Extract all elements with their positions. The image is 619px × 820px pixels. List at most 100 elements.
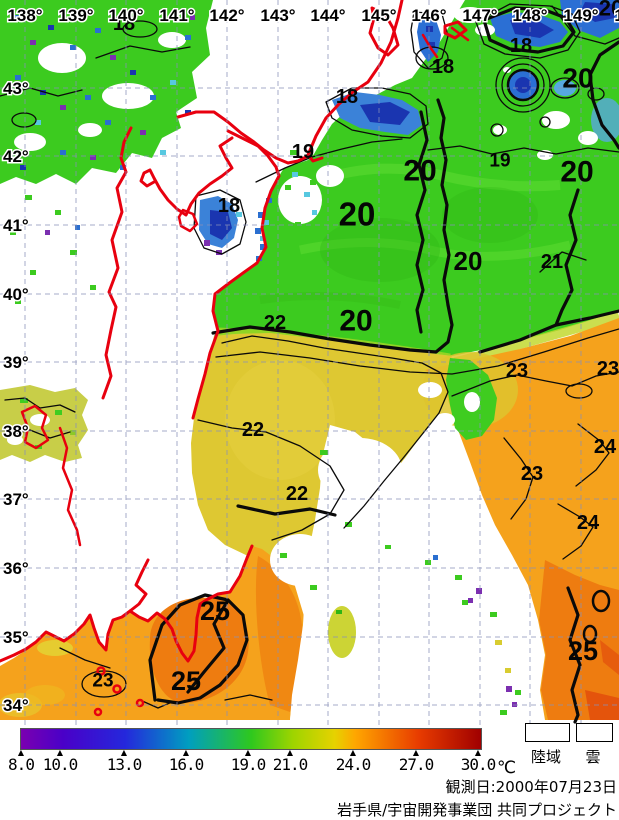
lon-label: 139° (58, 6, 93, 25)
tick-value-label: 8.0 (8, 755, 35, 774)
tick-value-label: 19.0 (230, 755, 267, 774)
colorbar-tick: ▲ 27.0 (398, 748, 435, 774)
temperature-colorbar (20, 728, 482, 750)
colorbar-unit-label: ℃ (497, 758, 517, 778)
lon-label: 138° (7, 6, 42, 25)
contour-label: 20 (339, 305, 372, 338)
lon-label: 150° (614, 6, 619, 25)
lat-label: 40° (3, 285, 29, 304)
lat-label: 36° (3, 559, 29, 578)
colorbar-tick: ▲ 24.0 (335, 748, 372, 774)
sea-color-fields (0, 0, 619, 720)
sst-map: 18 20 18 18 20 18 19 19 20 20 18 20 20 21 22 20 23 23 22 24… (0, 0, 619, 725)
boso-peninsula-coast (128, 544, 254, 663)
lon-label: 141° (159, 6, 194, 25)
contour-label: 24 (577, 512, 600, 534)
tick-value-label: 27.0 (398, 755, 435, 774)
izu-islands (93, 666, 145, 717)
contour-label: 20 (339, 196, 376, 233)
observation-date: 観測日:2000年07月23日 (445, 778, 617, 796)
legend-cloud-box (576, 723, 613, 742)
colorbar-tick: ▲ 13.0 (106, 748, 143, 774)
colorbar-tick: ▲ 30.0 (460, 748, 497, 774)
contour-label: 23 (506, 360, 528, 382)
contour-label: 18 (336, 86, 358, 108)
contour-label: 22 (264, 312, 286, 334)
lat-label: 41° (3, 216, 29, 235)
tick-marker-icon: ▲ (412, 748, 420, 757)
tick-marker-icon: ▲ (244, 748, 252, 757)
honshu-west-coast (101, 126, 133, 400)
legend-land-box (525, 723, 570, 742)
tick-marker-icon: ▲ (120, 748, 128, 757)
speckles (10, 15, 521, 715)
colorbar-tick: ▲ 16.0 (168, 748, 205, 774)
contour-label: 25 (568, 636, 598, 666)
tick-value-label: 16.0 (168, 755, 205, 774)
lon-label: 147° (462, 6, 497, 25)
lat-label: 39° (3, 353, 29, 372)
tick-marker-icon: ▲ (56, 748, 64, 757)
lon-label: 142° (209, 6, 244, 25)
contour-label: 24 (594, 436, 617, 458)
contour-lines (0, 3, 619, 724)
contour-label: 18 (113, 13, 135, 35)
longitude-labels: 138° 139° 140° 141° 142° 143° 144° 145° 146° 147°… (6, 5, 619, 27)
legend-cloud-label: 雲 (585, 748, 601, 766)
lat-label: 38° (3, 422, 29, 441)
hokkaido-south-coast (176, 110, 308, 165)
contour-label: 20 (560, 156, 593, 189)
contour-label: 18 (218, 195, 240, 217)
contour-label: 23 (521, 463, 543, 485)
lon-label: 149° (563, 6, 598, 25)
tick-value-label: 21.0 (272, 755, 309, 774)
lon-label: 143° (260, 6, 295, 25)
tick-marker-icon: ▲ (182, 748, 190, 757)
project-credit: 岩手県/宇宙開発事業団 共同プロジェクト (337, 801, 617, 819)
contour-label: 18 (510, 35, 532, 57)
tick-marker-icon: ▲ (349, 748, 357, 757)
colorbar-ticks: ▲ 8.0 ▲ 10.0 ▲ 13.0 ▲ 16.0 ▲ 19.0 ▲ 21.0 ▲ 24.0 ▲ 27.0 ▲… (8, 748, 496, 779)
lon-label: 145° (361, 6, 396, 25)
lat-label: 43° (3, 79, 29, 98)
contour-label: 25 (171, 666, 201, 696)
lon-label: 148° (512, 6, 547, 25)
contour-label: 18 (432, 56, 454, 78)
contour-label: 19 (489, 151, 510, 172)
contour-label: 21 (541, 251, 563, 273)
tick-value-label: 24.0 (335, 755, 372, 774)
lat-label: 42° (3, 147, 29, 166)
legend-land-label: 陸域 (530, 748, 562, 766)
honshu-east-coast (191, 129, 281, 420)
contour-labels: 18 20 18 18 20 18 19 19 20 20 18 20 20 21 22 20 23 23 22 24… (92, 0, 619, 696)
contour-label: 23 (597, 358, 619, 380)
lon-label: 144° (310, 6, 345, 25)
contour-label: 20 (562, 63, 593, 94)
lon-label: 146° (411, 6, 446, 25)
colorbar-tick: ▲ 21.0 (272, 748, 309, 774)
tick-marker-icon: ▲ (474, 748, 482, 757)
tick-marker-icon: ▲ (17, 748, 25, 757)
tick-value-label: 13.0 (106, 755, 143, 774)
map-footer: ▲ 8.0 ▲ 10.0 ▲ 13.0 ▲ 16.0 ▲ 19.0 ▲ 21.0 ▲ 24.0 ▲ 27.0 ▲… (0, 723, 619, 820)
contour-label: 25 (200, 596, 230, 626)
tick-value-label: 30.0 (460, 755, 497, 774)
contour-label: 19 (292, 141, 314, 163)
tick-value-label: 10.0 (42, 755, 79, 774)
colorbar-tick: ▲ 8.0 (8, 748, 35, 774)
tick-marker-icon: ▲ (286, 748, 294, 757)
lat-label: 34° (3, 696, 29, 715)
colorbar-tick: ▲ 10.0 (42, 748, 79, 774)
contour-label: 20 (599, 0, 619, 21)
contour-label: 22 (286, 483, 308, 505)
colorbar-tick: ▲ 19.0 (230, 748, 267, 774)
contour-label: 22 (242, 419, 264, 441)
contour-label: 23 (92, 671, 113, 692)
latitude-labels: 43° 42° 41° 40° 39° 38° 37° 36° 35° 34° (2, 78, 31, 717)
graticule-grid (0, 0, 619, 725)
lon-label: 140° (108, 6, 143, 25)
lat-label: 35° (3, 628, 29, 647)
sado-island (20, 404, 50, 450)
contour-label: 20 (403, 155, 436, 188)
